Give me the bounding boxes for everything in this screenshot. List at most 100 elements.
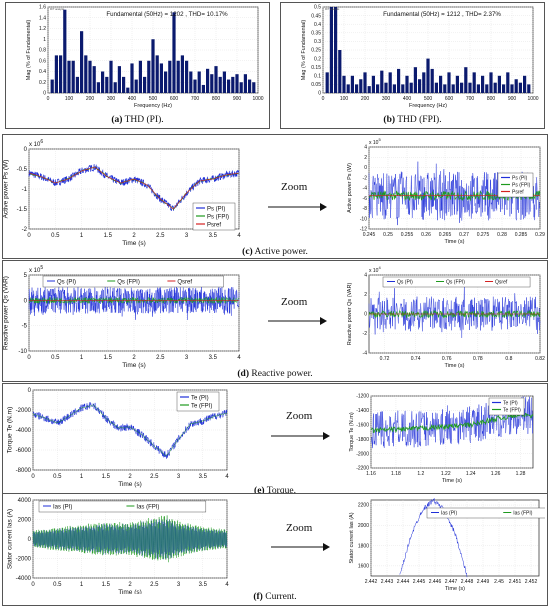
series-line-te-fpi [32, 404, 228, 456]
y-tick-label: -6 [363, 196, 368, 202]
y-tick-label: 0.8 [39, 48, 46, 54]
y-tick-label: 0.35 [311, 30, 321, 36]
bar [493, 82, 497, 93]
x-tick-label: 600 [170, 96, 179, 102]
bar [401, 84, 405, 93]
x-tick-label: 200 [86, 96, 95, 102]
y-tick-label: 2000 [358, 523, 369, 529]
bar [346, 84, 350, 93]
zoom-arrow-icon [271, 432, 330, 440]
legend-box [382, 276, 531, 288]
x-tick-label: 1 [80, 582, 84, 588]
x-tick-label: 900 [508, 96, 517, 102]
bar [222, 71, 226, 93]
bar [447, 72, 451, 93]
bar [510, 84, 514, 93]
y-tick-label: 0 [28, 388, 32, 394]
bar [422, 72, 426, 93]
bar [80, 31, 84, 93]
x-tick-label: 1 [80, 474, 84, 480]
x-axis-label: Time (s) [118, 481, 142, 488]
y-tick-label: 0.3 [314, 39, 321, 45]
y-axis-label: Reactive power Qs (VAR) [3, 276, 9, 350]
bar [392, 84, 396, 93]
series-line-te-pi [32, 402, 228, 459]
y-tick-label: -4000 [16, 428, 32, 434]
bar [350, 75, 354, 93]
legend-entry: Qsref [177, 280, 192, 286]
bar [130, 63, 134, 93]
y-tick-label: -10 [360, 216, 367, 222]
x-tick-label: 0 [31, 474, 35, 480]
x-tick-label: 1.16 [366, 471, 376, 477]
bar [359, 79, 363, 93]
y-tick-label: 1.6 [39, 5, 46, 11]
x-tick-label: 400 [128, 96, 137, 102]
y-tick-label: 2200 [358, 503, 369, 509]
legend-box [38, 500, 207, 513]
bar [243, 74, 247, 93]
bar [59, 55, 63, 93]
bar [197, 71, 201, 93]
series-line-qs-fpi [368, 309, 541, 319]
x-tick-label: 0.72 [380, 356, 390, 362]
x-tick-label: 900 [233, 96, 242, 102]
bar [71, 60, 75, 93]
y-tick-label: 2000 [18, 518, 32, 524]
x-tick-label: 2.445 [413, 579, 426, 585]
x-tick-label: 1.5 [104, 355, 113, 361]
x-tick-label: 3 [185, 355, 189, 361]
axis-exponent-label: x 105 [29, 265, 43, 274]
bar [138, 60, 142, 93]
bar [172, 12, 176, 93]
y-tick-label: 0.2 [314, 56, 321, 62]
bar [84, 55, 88, 93]
x-tick-label: 1.5 [102, 582, 111, 588]
x-tick-label: 1.2 [417, 471, 424, 477]
bar [218, 76, 222, 93]
bar [451, 84, 455, 93]
y-tick-label: -10 [18, 349, 27, 355]
zoom-label: Zoom [281, 296, 308, 308]
y-tick-label: -6000 [16, 448, 32, 454]
y-tick-label: -0.5 [17, 167, 28, 173]
bar [334, 7, 338, 93]
bar [455, 75, 459, 93]
y-tick-label: 1 [43, 37, 46, 43]
x-tick-label: 1.26 [491, 471, 501, 477]
bar [113, 82, 117, 93]
bar [151, 39, 155, 93]
x-tick-label: 200 [361, 96, 370, 102]
y-tick-label: 0.2 [39, 80, 46, 86]
x-tick-label: 1 [80, 233, 84, 239]
x-tick-label: 1.24 [466, 471, 476, 477]
legend-entry: Psref [207, 223, 221, 229]
bar [405, 75, 409, 93]
legend-box [426, 507, 545, 519]
x-tick-label: 0.265 [439, 232, 452, 238]
legend-entry: Qs (PI) [397, 280, 413, 286]
y-tick-label: 0.05 [311, 82, 321, 88]
bar [514, 79, 518, 93]
bar [418, 79, 422, 93]
x-tick-label: 0.26 [421, 232, 431, 238]
y-tick-label: 0 [24, 147, 28, 153]
reactive-power-zoom-chart: 0.72 0.74 0.76 0.78 0.8 0.82 -4 -2 0 2 4 Time (s) Re… [347, 265, 545, 369]
bar [485, 84, 489, 93]
bar [88, 60, 92, 93]
y-tick-label: -2000 [356, 451, 369, 457]
bar [342, 75, 346, 93]
y-tick-label: 0 [364, 165, 367, 171]
bar [409, 82, 413, 93]
x-tick-label: 0.78 [473, 356, 483, 362]
thd-pi-panel: 0 100 200 300 400 500 600 700 800 900 1000 0 0.2 0.4 0… [5, 2, 270, 129]
y-tick-label: -4 [363, 351, 368, 357]
x-tick-label: 0.5 [51, 355, 60, 361]
x-tick-label: 0.29 [535, 232, 545, 238]
bar [214, 66, 218, 93]
y-tick-label: 1.4 [39, 15, 46, 21]
x-tick-label: 0.285 [515, 232, 528, 238]
bar [185, 60, 189, 93]
active-power-zoom-chart: 0.245 0.25 0.255 0.26 0.265 0.27 0.275 0.28 0.28… [347, 137, 545, 245]
y-tick-label: 0.4 [314, 22, 321, 28]
